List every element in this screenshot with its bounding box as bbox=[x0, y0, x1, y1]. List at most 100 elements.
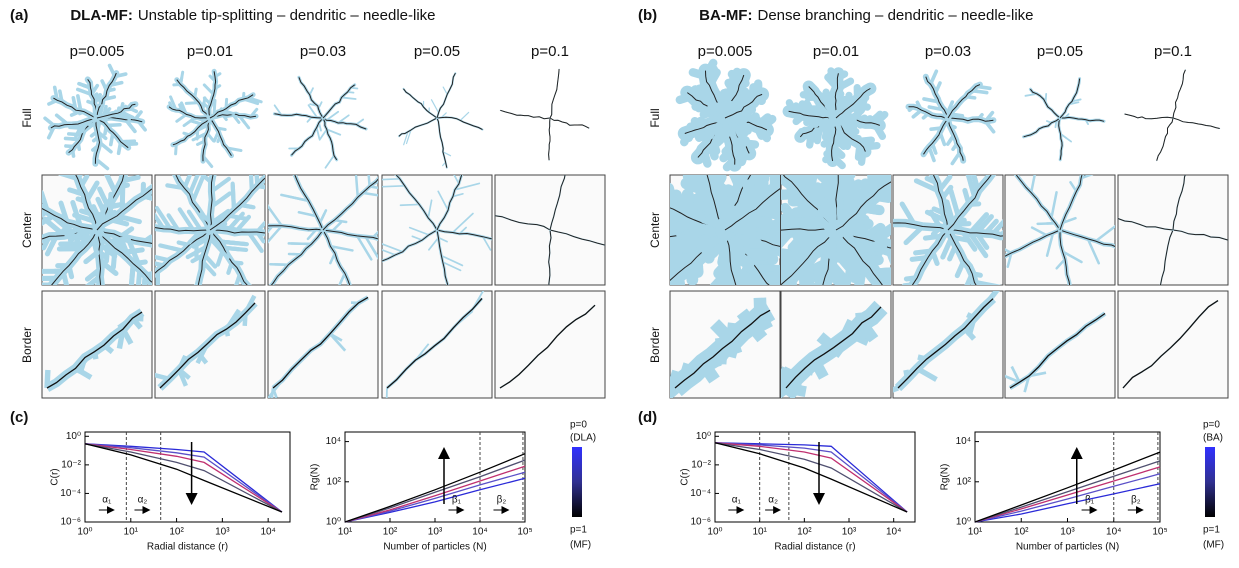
branch-core bbox=[548, 229, 552, 285]
branch-core bbox=[1124, 113, 1174, 120]
side-branch bbox=[128, 261, 136, 285]
side-branch bbox=[437, 190, 449, 211]
column-label: p=0.005 bbox=[70, 43, 125, 60]
branch-core bbox=[322, 117, 367, 130]
branch-core bbox=[947, 229, 977, 285]
side-branch bbox=[834, 77, 855, 92]
side-branch bbox=[931, 175, 939, 180]
side-branch bbox=[713, 264, 738, 285]
side-branch bbox=[273, 104, 283, 116]
side-branch bbox=[744, 175, 769, 181]
side-branch bbox=[268, 204, 284, 228]
x-tick-label: 10³ bbox=[1060, 527, 1075, 538]
side-branch bbox=[693, 175, 713, 181]
branch-core bbox=[781, 228, 837, 231]
side-branch bbox=[76, 94, 83, 113]
title-bold: DLA-MF: bbox=[70, 7, 132, 24]
side-branch bbox=[214, 126, 227, 132]
x-tick-label: 10¹ bbox=[124, 527, 139, 538]
side-branch bbox=[354, 175, 360, 199]
side-branch bbox=[816, 196, 843, 221]
branch-core bbox=[436, 229, 449, 285]
side-branch bbox=[990, 219, 1003, 237]
side-branch bbox=[209, 176, 231, 194]
branch-core bbox=[436, 72, 456, 119]
branch-core bbox=[1172, 117, 1220, 129]
border-view bbox=[44, 308, 145, 392]
side-branch bbox=[120, 163, 124, 172]
side-branch bbox=[42, 206, 43, 209]
side-branch bbox=[967, 212, 990, 236]
side-branch bbox=[96, 248, 109, 260]
side-branch bbox=[855, 202, 885, 216]
branch-core bbox=[893, 222, 949, 231]
side-branch bbox=[430, 99, 440, 114]
side-branch bbox=[682, 175, 716, 190]
side-branch bbox=[338, 271, 347, 285]
plot-frame bbox=[974, 431, 1161, 523]
series-line bbox=[84, 443, 283, 513]
side-branch bbox=[971, 279, 1003, 285]
side-branch bbox=[950, 150, 962, 166]
side-branch bbox=[670, 197, 673, 211]
branch-core bbox=[51, 229, 98, 285]
side-branch bbox=[176, 240, 192, 248]
side-branch bbox=[176, 368, 188, 387]
side-branch bbox=[681, 188, 701, 226]
side-branch bbox=[254, 221, 265, 235]
side-branch bbox=[781, 202, 806, 234]
side-branch bbox=[459, 111, 470, 122]
side-branch bbox=[838, 123, 858, 133]
side-branch bbox=[736, 308, 756, 329]
pattern-cell bbox=[1117, 69, 1229, 399]
series-line bbox=[84, 443, 283, 513]
side-branch bbox=[63, 136, 83, 142]
center-view bbox=[1005, 175, 1115, 285]
side-branch bbox=[802, 175, 818, 206]
side-branch bbox=[1010, 365, 1021, 383]
series-line bbox=[344, 453, 526, 523]
side-branch bbox=[268, 224, 275, 234]
side-branch bbox=[254, 175, 260, 188]
side-branch bbox=[368, 185, 378, 190]
side-branch bbox=[214, 223, 238, 232]
side-branch bbox=[226, 213, 249, 221]
series-line bbox=[84, 443, 283, 513]
side-branch bbox=[732, 67, 747, 85]
side-branch bbox=[781, 366, 798, 383]
branch-core bbox=[96, 72, 117, 119]
side-branch bbox=[1086, 237, 1101, 265]
side-branch bbox=[195, 126, 200, 141]
side-branch bbox=[757, 123, 772, 143]
side-branch bbox=[207, 235, 230, 260]
side-branch bbox=[175, 112, 188, 123]
side-branch bbox=[76, 140, 82, 151]
side-branch bbox=[782, 383, 800, 398]
side-branch bbox=[441, 161, 447, 167]
side-branch bbox=[1069, 181, 1078, 193]
side-branch bbox=[78, 175, 90, 190]
side-branch bbox=[209, 208, 231, 226]
side-branch bbox=[171, 154, 176, 166]
x-axis-label: Radial distance (r) bbox=[774, 542, 855, 553]
side-branch bbox=[171, 158, 174, 166]
column-label: p=0.1 bbox=[531, 43, 569, 60]
border-view bbox=[268, 295, 370, 398]
side-branch bbox=[856, 114, 869, 126]
branch-core bbox=[94, 117, 101, 164]
y-tick-label: 10² bbox=[327, 476, 342, 487]
branch-core bbox=[1059, 230, 1071, 285]
side-branch bbox=[355, 234, 373, 261]
side-branch bbox=[307, 104, 319, 119]
side-branch bbox=[118, 159, 124, 172]
side-branch bbox=[83, 180, 100, 204]
branch-core bbox=[495, 215, 551, 231]
side-branch bbox=[1079, 175, 1094, 180]
side-branch bbox=[781, 213, 797, 235]
center-view bbox=[382, 175, 492, 285]
side-branch bbox=[212, 98, 217, 118]
side-branch bbox=[127, 106, 139, 114]
branch-halo bbox=[1058, 77, 1082, 120]
branch-core bbox=[270, 229, 324, 285]
